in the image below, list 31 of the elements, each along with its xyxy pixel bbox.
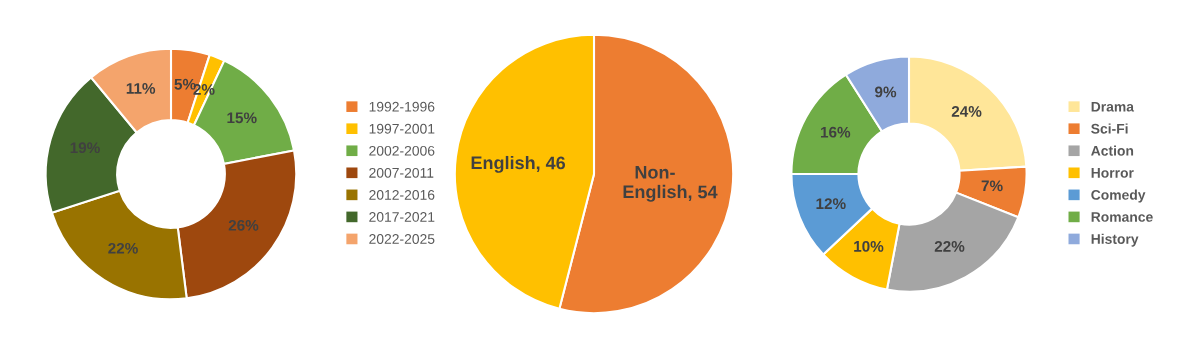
- data-label: 26%: [228, 219, 259, 231]
- legend-label: Action: [1091, 145, 1134, 156]
- data-label: 22%: [934, 240, 965, 252]
- data-label: 11%: [126, 83, 156, 94]
- data-label: 22%: [108, 242, 138, 254]
- data-label: 46: [545, 156, 566, 170]
- data-label: 10%: [854, 240, 884, 252]
- data-label: 16%: [820, 126, 851, 138]
- slice-label: English: [471, 155, 535, 173]
- legend-label: Comedy: [1091, 189, 1146, 203]
- data-label: 7%: [981, 180, 1003, 192]
- legend-label: 2022-2025: [369, 234, 435, 244]
- data-label: 24%: [951, 105, 982, 117]
- slice-label: Non-English: [623, 166, 687, 202]
- data-label: 54: [698, 185, 718, 199]
- legend-label: Horror: [1091, 168, 1134, 178]
- legend-label: 2002-2006: [369, 145, 435, 156]
- legend-label: 2012-2016: [369, 189, 435, 200]
- data-label: 9%: [875, 86, 897, 98]
- legend-label: 2017-2021: [369, 212, 435, 222]
- legend-label: Drama: [1091, 101, 1135, 112]
- text: ,: [536, 166, 540, 172]
- legend-label: Romance: [1091, 212, 1153, 222]
- legend-label: History: [1091, 233, 1139, 247]
- legend-label: 2007-2011: [369, 167, 434, 178]
- legend-label: 1992-1996: [369, 101, 435, 112]
- text: ,: [688, 195, 692, 201]
- legend-label: 1997-2001: [369, 123, 435, 134]
- data-label: 15%: [227, 112, 257, 124]
- legend-label: Sci-Fi: [1091, 123, 1128, 134]
- data-label: 12%: [816, 198, 846, 210]
